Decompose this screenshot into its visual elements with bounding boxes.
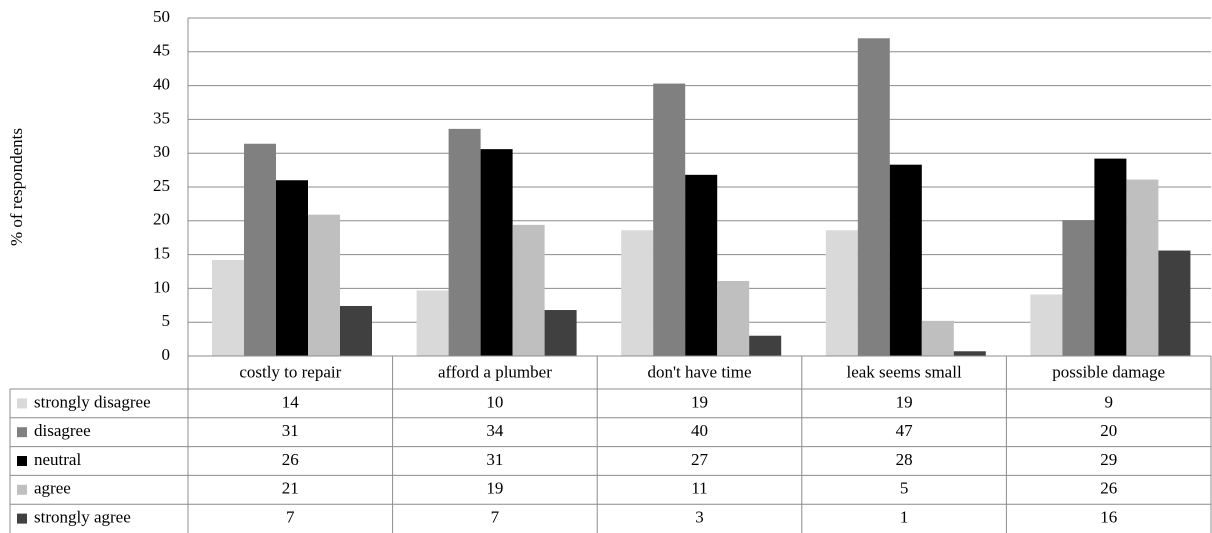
- table-value: 19: [691, 392, 708, 411]
- bar: [953, 351, 986, 356]
- table-value: 31: [282, 421, 299, 440]
- bar: [749, 335, 782, 356]
- table-value: 21: [282, 479, 299, 498]
- table-value: 7: [286, 508, 295, 527]
- x-tick-label: costly to repair: [239, 362, 341, 381]
- table-value: 1: [900, 508, 909, 527]
- y-tick-label: 5: [162, 311, 171, 330]
- x-tick-label: don't have time: [647, 362, 751, 381]
- table-value: 26: [282, 450, 299, 469]
- table-value: 3: [695, 508, 704, 527]
- table-value: 19: [896, 392, 913, 411]
- table-value: 34: [486, 421, 504, 440]
- bar: [276, 180, 308, 356]
- bar: [621, 230, 654, 356]
- y-tick-label: 45: [153, 41, 170, 60]
- legend-label: agree: [34, 479, 71, 498]
- bar: [825, 230, 858, 356]
- x-tick-label: possible damage: [1052, 362, 1165, 381]
- y-tick-label: 35: [153, 108, 170, 127]
- table-value: 7: [491, 508, 500, 527]
- bar: [212, 260, 244, 356]
- bar: [480, 149, 513, 356]
- table-value: 5: [900, 479, 909, 498]
- bar: [544, 310, 577, 356]
- y-tick-label: 10: [153, 277, 170, 296]
- bar: [1158, 250, 1191, 356]
- y-tick-label: 25: [153, 176, 170, 195]
- bar: [512, 224, 545, 356]
- bar: [1030, 294, 1063, 356]
- table-value: 16: [1100, 508, 1117, 527]
- table-value: 19: [486, 479, 503, 498]
- legend-label: disagree: [34, 421, 91, 440]
- bar: [308, 214, 340, 356]
- bar: [857, 38, 890, 356]
- bar: [1126, 179, 1159, 356]
- table-value: 14: [282, 392, 300, 411]
- y-tick-label: 30: [153, 142, 170, 161]
- bar: [685, 174, 718, 356]
- table-value: 29: [1100, 450, 1117, 469]
- table-value: 31: [486, 450, 503, 469]
- table-value: 10: [486, 392, 503, 411]
- table-value: 40: [691, 421, 708, 440]
- bar: [1094, 158, 1127, 356]
- table-value: 26: [1100, 479, 1117, 498]
- table-value: 28: [896, 450, 913, 469]
- table-value: 47: [896, 421, 914, 440]
- bar: [921, 320, 954, 356]
- table-value: 20: [1100, 421, 1117, 440]
- y-tick-label: 50: [153, 7, 170, 26]
- legend-swatch: [17, 456, 27, 466]
- bar: [717, 280, 750, 356]
- legend-swatch: [17, 427, 27, 438]
- legend-swatch: [17, 484, 27, 495]
- x-tick-label: afford a plumber: [438, 362, 552, 381]
- y-tick-label: 20: [153, 210, 170, 229]
- legend-swatch: [17, 513, 27, 524]
- bar: [244, 143, 276, 356]
- bar: [340, 305, 372, 356]
- bar: [653, 83, 686, 357]
- bar: [448, 128, 481, 356]
- legend-label: neutral: [34, 450, 81, 469]
- y-axis-label: % of respondents: [7, 128, 26, 246]
- table-value: 9: [1104, 392, 1113, 411]
- y-tick-label: 0: [162, 345, 171, 364]
- y-tick-label: 15: [153, 244, 170, 263]
- x-tick-label: leak seems small: [846, 362, 961, 381]
- bar: [1062, 220, 1095, 356]
- legend-label: strongly disagree: [34, 392, 151, 411]
- table-value: 27: [691, 450, 709, 469]
- bar: [416, 290, 449, 356]
- table-value: 11: [691, 479, 707, 498]
- bar: [889, 164, 922, 356]
- y-tick-label: 40: [153, 75, 170, 94]
- legend-swatch: [17, 398, 27, 409]
- legend-label: strongly agree: [34, 508, 131, 527]
